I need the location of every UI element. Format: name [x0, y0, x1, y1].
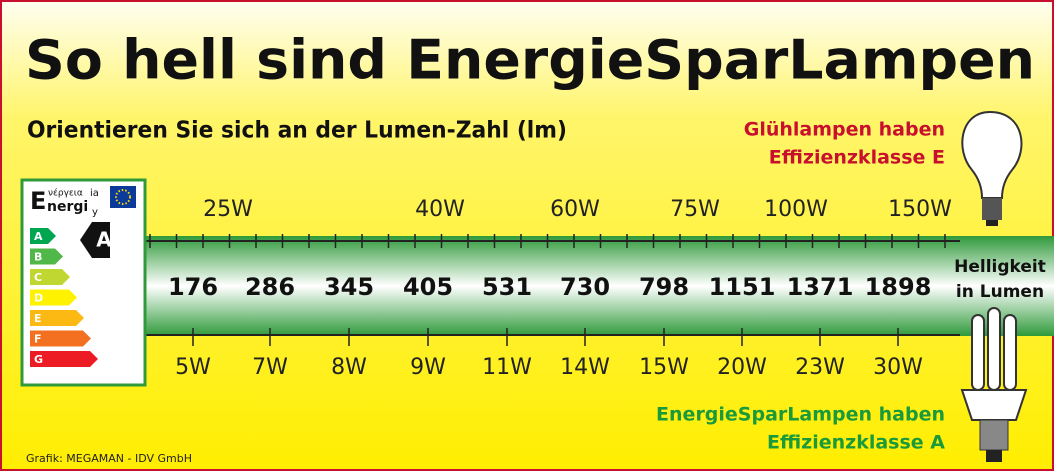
- cfl-watt: 20W: [717, 355, 767, 380]
- incandescent-note: Glühlampen haben: [744, 119, 945, 141]
- lumen-value: 1151: [709, 273, 776, 301]
- credit: Grafik: MEGAMAN - IDV GmbH: [26, 452, 192, 465]
- class-letter: D: [34, 292, 43, 305]
- incandescent-watt: 150W: [888, 197, 952, 222]
- cfl-note: EnergieSparLampen haben: [656, 404, 945, 426]
- incandescent-watt: 25W: [203, 197, 253, 222]
- energy-label-letter: E: [30, 187, 46, 215]
- brightness-label: Helligkeit: [954, 257, 1046, 277]
- lumen-value: 798: [639, 273, 689, 301]
- subtitle: Orientieren Sie sich an der Lumen-Zahl (…: [27, 118, 567, 144]
- incandescent-note: Effizienzklasse E: [769, 147, 945, 169]
- class-letter: C: [34, 271, 42, 284]
- class-letter: E: [34, 312, 42, 325]
- cfl-watt: 23W: [795, 355, 845, 380]
- cfl-watt: 7W: [252, 355, 288, 380]
- cfl-watt: 30W: [873, 355, 923, 380]
- lumen-value: 730: [560, 273, 610, 301]
- class-letter: B: [34, 251, 42, 264]
- rating: A: [96, 228, 112, 252]
- cfl-watt: 14W: [560, 355, 610, 380]
- incandescent-watt: 75W: [670, 197, 720, 222]
- cfl-note: Effizienzklasse A: [767, 432, 945, 454]
- class-letter: A: [34, 230, 43, 243]
- energy-label-text: nergi: [47, 199, 88, 215]
- lumen-value: 405: [403, 273, 453, 301]
- class-letter: F: [34, 333, 42, 346]
- cfl-watt: 15W: [639, 355, 689, 380]
- incandescent-watt: 60W: [550, 197, 600, 222]
- cfl-watt: 9W: [410, 355, 446, 380]
- incandescent-watt: 40W: [415, 197, 465, 222]
- lumen-value: 286: [245, 273, 295, 301]
- lumen-value: 1371: [787, 273, 854, 301]
- lumen-value: 531: [482, 273, 532, 301]
- energy-label-text: ia: [90, 188, 99, 199]
- class-letter: G: [34, 353, 43, 366]
- lumen-value: 1898: [865, 273, 932, 301]
- cfl-watt: 8W: [331, 355, 367, 380]
- title: So hell sind EnergieSparLampen: [25, 29, 1035, 92]
- brightness-label: in Lumen: [956, 282, 1044, 302]
- energy-label-text: νέργεια: [48, 188, 83, 199]
- infographic: So hell sind EnergieSparLampen Orientier…: [0, 0, 1054, 471]
- cfl-watt: 5W: [175, 355, 211, 380]
- cfl-watt: 11W: [482, 355, 532, 380]
- energy-label-text: y: [92, 207, 98, 218]
- lumen-value: 345: [324, 273, 374, 301]
- lumen-value: 176: [168, 273, 218, 301]
- incandescent-watt: 100W: [764, 197, 828, 222]
